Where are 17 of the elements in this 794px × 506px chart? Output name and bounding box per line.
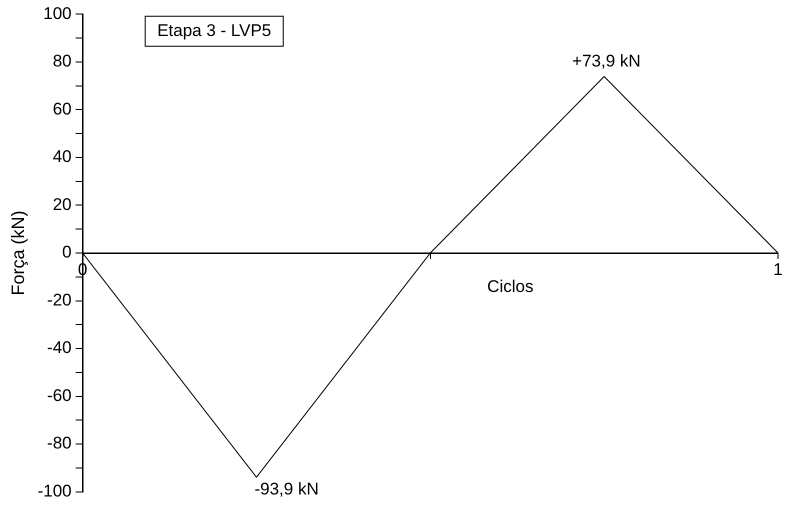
x-tick-label: 1 xyxy=(773,260,783,279)
chart-title: Etapa 3 - LVP5 xyxy=(157,20,272,40)
y-tick-label: -60 xyxy=(47,386,72,405)
annotation: -93,9 kN xyxy=(254,479,319,498)
y-tick-label: 0 xyxy=(62,242,72,262)
y-axis-title: Força (kN) xyxy=(8,210,28,296)
y-tick-label: -20 xyxy=(47,290,72,310)
x-axis-title: Ciclos xyxy=(487,277,534,296)
y-tick-label: 20 xyxy=(52,194,72,214)
annotation: +73,9 kN xyxy=(572,52,641,71)
y-tick-label: 40 xyxy=(52,147,72,166)
y-tick-label: -80 xyxy=(47,434,72,453)
y-tick-label: 100 xyxy=(43,4,72,23)
y-tick-label: 60 xyxy=(52,99,72,118)
y-tick-label: 80 xyxy=(52,52,72,71)
y-tick-label: -100 xyxy=(38,481,72,500)
y-tick-label: -40 xyxy=(47,338,72,358)
